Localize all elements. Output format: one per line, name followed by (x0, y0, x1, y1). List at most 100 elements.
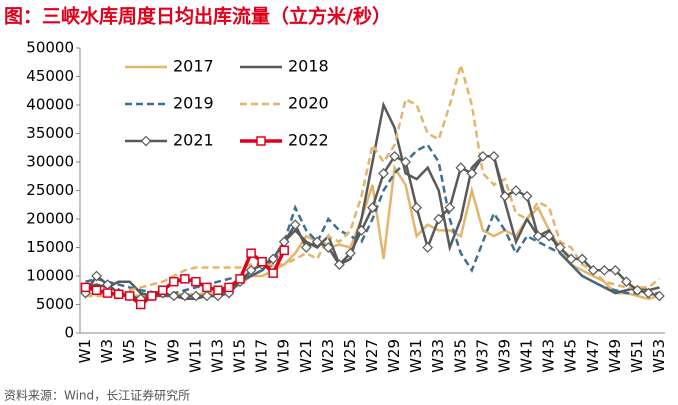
x-tick-label: W35 (451, 339, 469, 373)
point-marker (334, 259, 345, 270)
series-line (85, 101, 660, 301)
point-marker (455, 162, 467, 174)
point-marker (279, 245, 289, 256)
point-marker (158, 285, 168, 295)
point-marker (124, 291, 135, 301)
legend-label: 2018 (288, 57, 329, 76)
point-marker (356, 225, 367, 236)
point-marker (268, 268, 278, 278)
y-tick-label: 45000 (26, 67, 74, 85)
x-tick-label: W47 (584, 339, 602, 373)
point-marker (146, 291, 157, 301)
point-marker (300, 242, 312, 253)
point-marker (80, 282, 91, 293)
y-tick-label: 40000 (26, 96, 74, 114)
y-tick-label: 0 (64, 324, 74, 342)
x-tick-label: W15 (231, 339, 249, 373)
point-marker (621, 276, 632, 288)
x-tick-label: W5 (120, 339, 138, 363)
x-tick-label: W21 (297, 339, 315, 373)
point-marker (201, 290, 213, 302)
x-tick-label: W11 (186, 339, 204, 373)
x-tick-label: W27 (363, 339, 381, 373)
y-tick-label: 15000 (26, 238, 74, 256)
point-marker (609, 264, 621, 276)
x-tick-label: W33 (429, 339, 447, 373)
x-tick-label: W13 (208, 339, 226, 373)
source-note: 资料来源：Wind，长江证券研究所 (4, 388, 190, 403)
point-marker (102, 288, 113, 298)
series-line (85, 143, 660, 295)
point-marker (510, 185, 522, 196)
point-marker (289, 219, 301, 231)
point-marker (466, 168, 478, 179)
x-tick-label: W53 (650, 339, 668, 373)
point-marker (257, 257, 267, 267)
legend-label: 2022 (288, 131, 329, 150)
point-marker (91, 285, 102, 295)
x-tick-label: W9 (164, 339, 182, 363)
point-marker (191, 276, 201, 287)
legend-label: 2021 (173, 131, 214, 150)
point-marker (168, 290, 180, 302)
point-marker (267, 253, 279, 265)
x-tick-label: W49 (606, 339, 624, 373)
point-marker (180, 274, 190, 284)
point-marker (444, 202, 456, 213)
point-marker (235, 274, 245, 284)
x-tick-label: W29 (385, 339, 403, 373)
x-tick-label: W39 (495, 339, 513, 373)
x-tick-label: W37 (473, 339, 491, 373)
y-tick-label: 30000 (26, 153, 74, 171)
point-marker (499, 190, 511, 202)
y-tick-label: 5000 (36, 295, 74, 313)
point-marker (422, 242, 434, 253)
x-tick-label: W17 (253, 339, 271, 373)
point-marker (135, 299, 146, 310)
x-tick-label: W3 (98, 339, 116, 363)
y-tick-label: 25000 (26, 181, 74, 199)
y-tick-label: 50000 (26, 39, 74, 57)
point-marker (245, 264, 257, 276)
point-marker (532, 230, 544, 242)
chart-title: 图：三峡水库周度日均出库流量（立方米/秒） (4, 5, 391, 28)
x-tick-label: W23 (319, 339, 337, 373)
point-marker (179, 290, 191, 302)
series-line (85, 60, 661, 298)
point-marker (411, 202, 422, 213)
point-marker (190, 290, 202, 302)
x-tick-label: W25 (341, 339, 359, 373)
point-marker (91, 270, 102, 282)
point-marker (169, 276, 179, 287)
x-tick-label: W31 (407, 339, 425, 373)
point-marker (598, 264, 610, 276)
point-marker (113, 289, 124, 299)
point-marker (389, 150, 400, 162)
point-marker (433, 213, 445, 225)
x-tick-label: W19 (275, 339, 293, 373)
point-marker (587, 264, 599, 276)
point-marker (202, 282, 212, 293)
x-tick-label: W1 (76, 339, 94, 363)
legend-label: 2017 (173, 57, 214, 76)
point-marker (554, 242, 566, 253)
y-tick-label: 10000 (26, 267, 74, 285)
point-marker (565, 253, 577, 265)
legend-label: 2019 (173, 94, 214, 113)
x-tick-label: W7 (142, 339, 160, 363)
point-marker (400, 156, 411, 168)
x-tick-label: W41 (518, 339, 536, 373)
point-marker (345, 247, 356, 259)
point-marker (323, 242, 334, 253)
legend-marker (140, 135, 152, 147)
point-marker (477, 150, 489, 162)
y-tick-label: 35000 (26, 124, 74, 142)
point-marker (224, 282, 234, 293)
legend-marker (256, 136, 266, 146)
point-marker (643, 287, 654, 299)
x-tick-label: W43 (540, 339, 558, 373)
x-tick-label: W45 (562, 339, 580, 373)
point-marker (378, 168, 389, 179)
point-marker (576, 253, 588, 265)
